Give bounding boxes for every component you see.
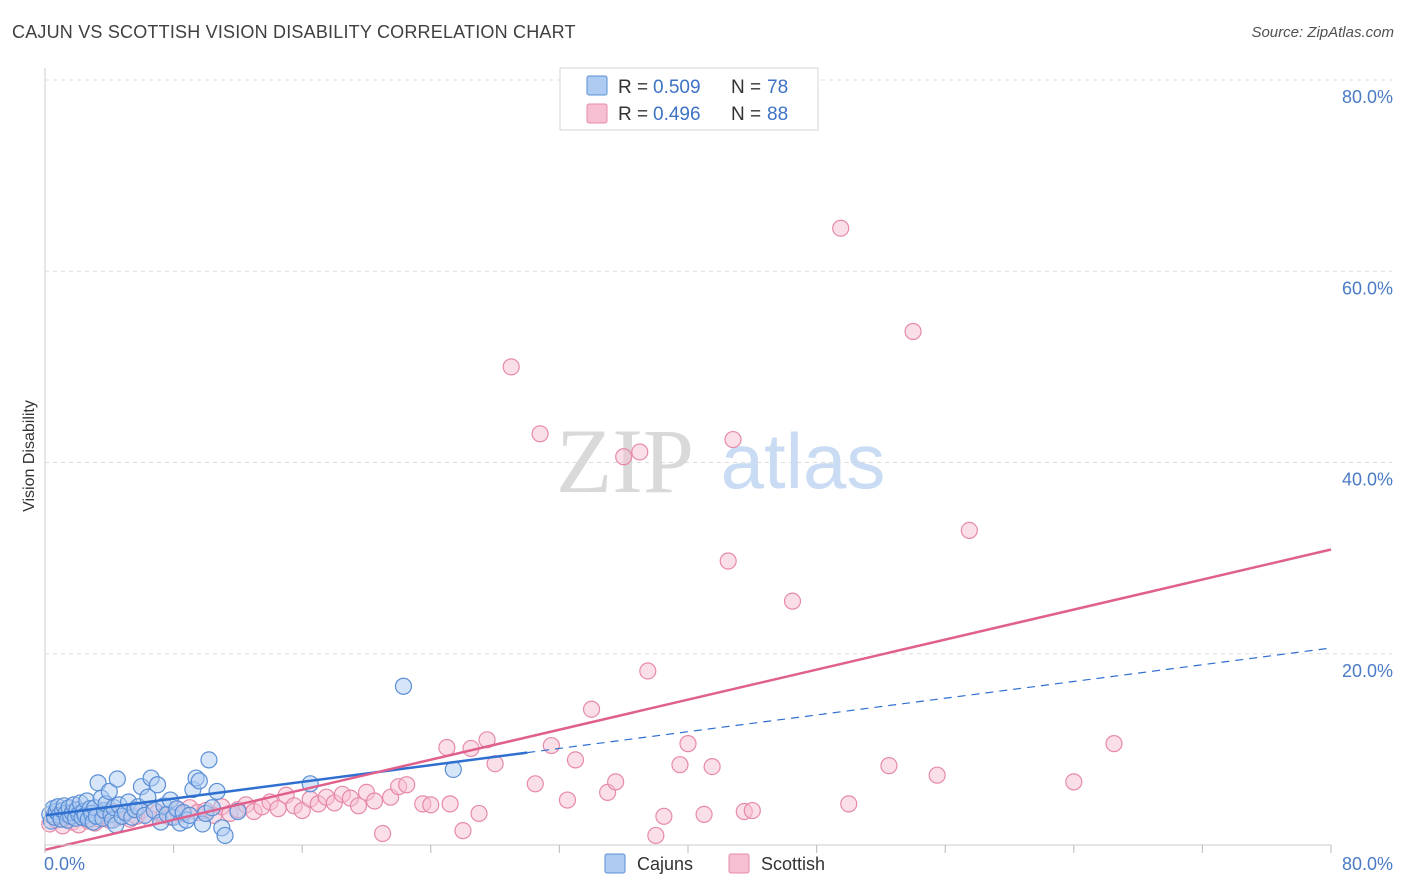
bottom-legend-label-scottish: Scottish [761,854,825,874]
legend-n-value-cajuns: 78 [767,77,788,98]
scottish-point [566,751,585,769]
legend: R = 0.509 N = 78 R = 0.496 N = 88 [559,67,819,131]
scottish-point [960,521,978,539]
scottish-point [373,824,392,843]
scottish-point [840,795,858,813]
scottish-point [558,791,577,809]
legend-n-value-scottish: 88 [767,104,788,125]
scottish-point [783,592,802,610]
bottom-legend-swatch-cajuns [604,853,626,874]
scottish-point [832,219,850,237]
scottish-point [928,766,946,784]
cajuns-point [108,770,126,788]
scottish-point [671,756,689,774]
scottish-point [607,773,625,791]
scottish-point [1105,735,1123,753]
scottish-point [502,358,520,376]
legend-n-label-cajuns: N = [731,77,761,98]
scottish-point [441,795,459,813]
x-tick-label: 80.0% [1342,854,1393,874]
cajuns-point [200,751,218,769]
bottom-legend: Cajuns Scottish [604,853,825,874]
legend-r-label-scottish: R = [618,104,648,125]
scottish-point [695,805,713,824]
chart-title: CAJUN VS SCOTTISH VISION DISABILITY CORR… [12,22,576,42]
grid [45,79,1392,655]
legend-swatch-scottish [586,103,608,124]
y-tick-label: 20.0% [1342,661,1393,681]
cajuns-trendline [44,751,528,817]
scottish-point [724,430,742,449]
scottish-point [531,425,549,443]
watermark-atlas: atlas [721,417,886,505]
scottish-point [582,700,601,718]
y-tick-label: 80.0% [1342,87,1393,107]
scottish-point [703,757,721,776]
data-points [41,219,1123,845]
scottish-point [349,797,368,815]
scottish-point [470,804,488,823]
axes: 20.0% 40.0% 60.0% 80.0% 0.0% 80.0% [44,68,1393,874]
scottish-point [631,443,649,461]
scottish-point [639,662,657,680]
bottom-legend-label-cajuns: Cajuns [637,854,693,874]
source-label: Source: ZipAtlas.com [1251,24,1394,41]
cajuns-point [216,826,234,845]
legend-r-value-cajuns: 0.509 [653,77,701,98]
legend-r-value-scottish: 0.496 [653,104,701,125]
cajuns-trendline-dashed [527,647,1332,754]
trendlines [44,548,1332,851]
bottom-legend-swatch-scottish [728,853,750,874]
scottish-point [365,792,384,810]
legend-r-label-cajuns: R = [618,77,648,98]
scottish-point [904,322,922,341]
scottish-point [526,775,544,793]
scottish-point [880,757,898,775]
scottish-point [647,826,665,845]
cajuns-point [148,776,167,794]
scottish-point [438,738,456,757]
cajuns-point [190,772,208,790]
legend-n-label-scottish: N = [731,104,761,125]
scottish-point [655,807,673,825]
x-tick-label: 0.0% [44,854,85,874]
cajuns-point [394,677,413,695]
y-tick-label: 60.0% [1342,278,1393,298]
scottish-point [542,736,560,755]
scottish-point [743,801,761,820]
scottish-point [615,448,633,466]
scottish-point [454,822,472,840]
cajuns-point [100,782,118,801]
scottish-point [719,552,737,570]
scottish-point [422,796,440,814]
scottish-trendline [44,548,1332,851]
watermark: ZIP atlas [556,410,885,512]
scottish-point [679,735,697,753]
scottish-point [398,776,416,794]
legend-swatch-cajuns [586,75,608,96]
scottish-point [1065,773,1083,791]
y-axis-label: Vision Disability [21,400,38,512]
y-tick-label: 40.0% [1342,470,1393,490]
